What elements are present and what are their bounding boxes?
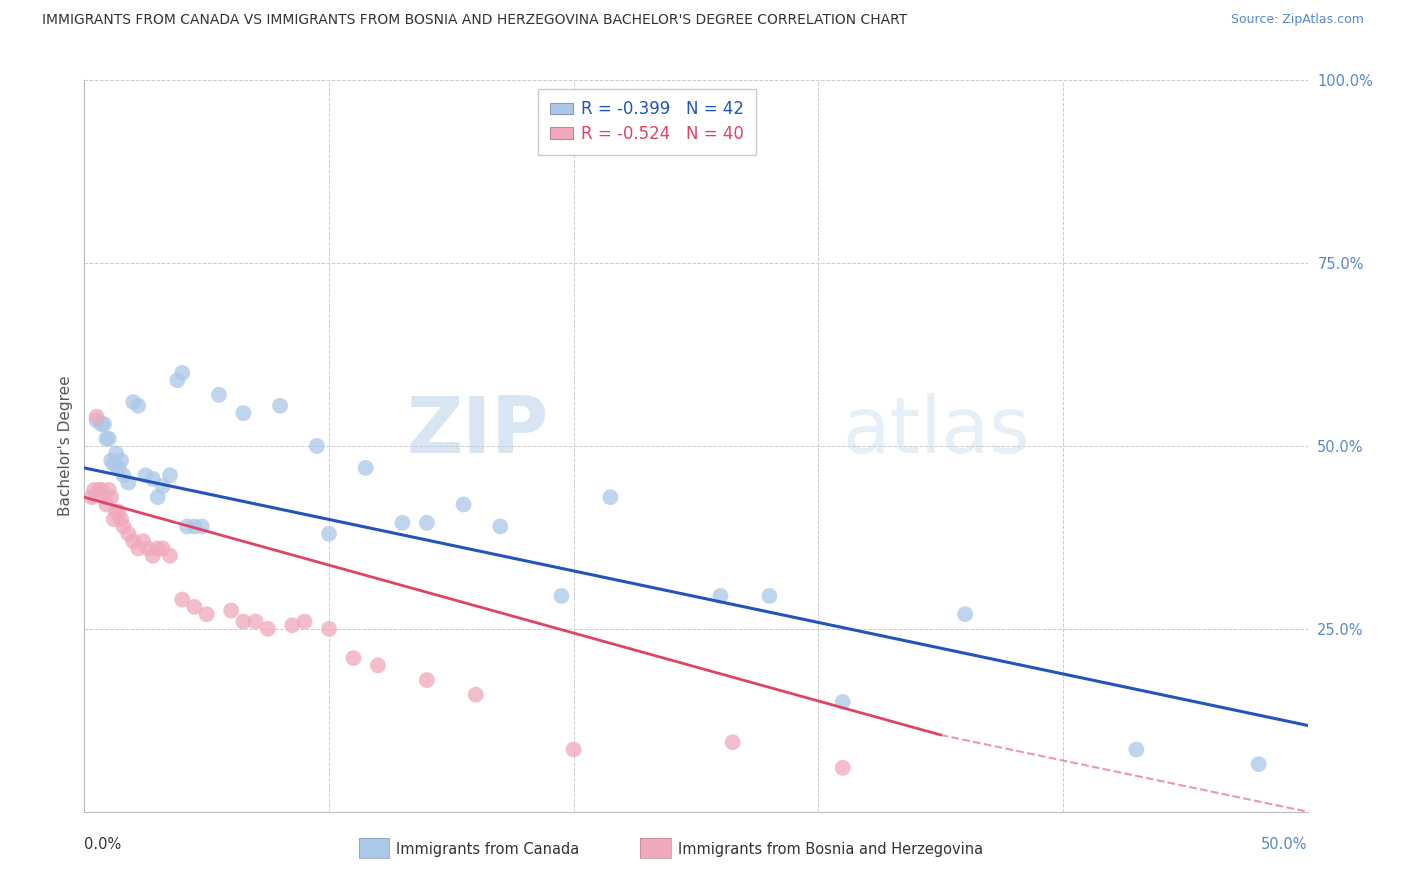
Point: [1125, 742, 1147, 756]
Point: [562, 742, 585, 756]
Point: [1247, 757, 1270, 772]
Point: [96, 498, 118, 512]
Point: [103, 458, 125, 472]
Point: [416, 673, 439, 687]
Point: [90, 483, 112, 497]
Point: [122, 534, 145, 549]
Point: [416, 516, 439, 530]
Point: [110, 512, 132, 526]
Point: [831, 695, 853, 709]
Point: [107, 461, 129, 475]
Point: [172, 366, 194, 380]
Point: [107, 505, 129, 519]
Point: [86, 409, 108, 424]
Point: [342, 651, 364, 665]
Point: [146, 541, 169, 556]
Text: Immigrants from Bosnia and Herzegovina: Immigrants from Bosnia and Herzegovina: [678, 842, 983, 856]
Point: [127, 541, 149, 556]
Text: IMMIGRANTS FROM CANADA VS IMMIGRANTS FROM BOSNIA AND HERZEGOVINA BACHELOR'S DEGR: IMMIGRANTS FROM CANADA VS IMMIGRANTS FRO…: [42, 13, 907, 28]
Point: [122, 395, 145, 409]
Text: 0.0%: 0.0%: [84, 838, 121, 853]
Text: Source: ZipAtlas.com: Source: ZipAtlas.com: [1230, 13, 1364, 27]
Point: [172, 592, 194, 607]
Point: [166, 373, 188, 387]
Point: [176, 519, 198, 533]
Point: [294, 615, 316, 629]
Point: [93, 417, 115, 431]
Point: [245, 615, 267, 629]
Point: [105, 505, 128, 519]
Point: [219, 603, 242, 617]
Point: [152, 541, 174, 556]
Point: [152, 479, 174, 493]
Point: [159, 549, 181, 563]
Point: [464, 688, 486, 702]
Point: [953, 607, 976, 622]
Point: [87, 483, 110, 497]
Text: 50.0%: 50.0%: [1261, 838, 1308, 853]
Text: atlas: atlas: [842, 393, 1031, 469]
Point: [97, 483, 120, 497]
Point: [83, 483, 105, 497]
Point: [305, 439, 328, 453]
Point: [550, 589, 572, 603]
Point: [86, 413, 108, 427]
Point: [136, 541, 159, 556]
Point: [105, 446, 128, 460]
Point: [135, 468, 157, 483]
Point: [758, 589, 780, 603]
Point: [96, 432, 118, 446]
Point: [318, 526, 340, 541]
Point: [183, 519, 205, 533]
Point: [110, 453, 132, 467]
Point: [354, 461, 377, 475]
Point: [117, 475, 139, 490]
Point: [318, 622, 340, 636]
Point: [80, 490, 103, 504]
Y-axis label: Bachelor's Degree: Bachelor's Degree: [58, 376, 73, 516]
Point: [232, 615, 254, 629]
Point: [391, 516, 413, 530]
Point: [183, 599, 205, 614]
Point: [90, 417, 112, 431]
Point: [112, 468, 135, 483]
Point: [831, 761, 853, 775]
Point: [269, 399, 291, 413]
Point: [489, 519, 512, 533]
Point: [232, 406, 254, 420]
Point: [142, 549, 165, 563]
Point: [100, 453, 122, 467]
Point: [103, 512, 125, 526]
Legend: R = -0.399   N = 42, R = -0.524   N = 40: R = -0.399 N = 42, R = -0.524 N = 40: [538, 88, 756, 154]
Point: [127, 399, 149, 413]
Point: [453, 498, 475, 512]
Point: [195, 607, 218, 622]
Point: [367, 658, 389, 673]
Point: [709, 589, 731, 603]
Point: [112, 519, 135, 533]
Point: [132, 534, 155, 549]
Point: [117, 526, 139, 541]
Point: [100, 490, 122, 504]
Point: [146, 490, 169, 504]
Text: Immigrants from Canada: Immigrants from Canada: [396, 842, 579, 856]
Point: [257, 622, 280, 636]
Point: [208, 388, 231, 402]
Point: [721, 735, 744, 749]
Point: [93, 490, 115, 504]
Text: ZIP: ZIP: [406, 393, 550, 469]
Point: [599, 490, 621, 504]
Point: [281, 618, 304, 632]
Point: [97, 432, 120, 446]
Point: [159, 468, 181, 483]
Point: [191, 519, 214, 533]
Point: [142, 472, 165, 486]
